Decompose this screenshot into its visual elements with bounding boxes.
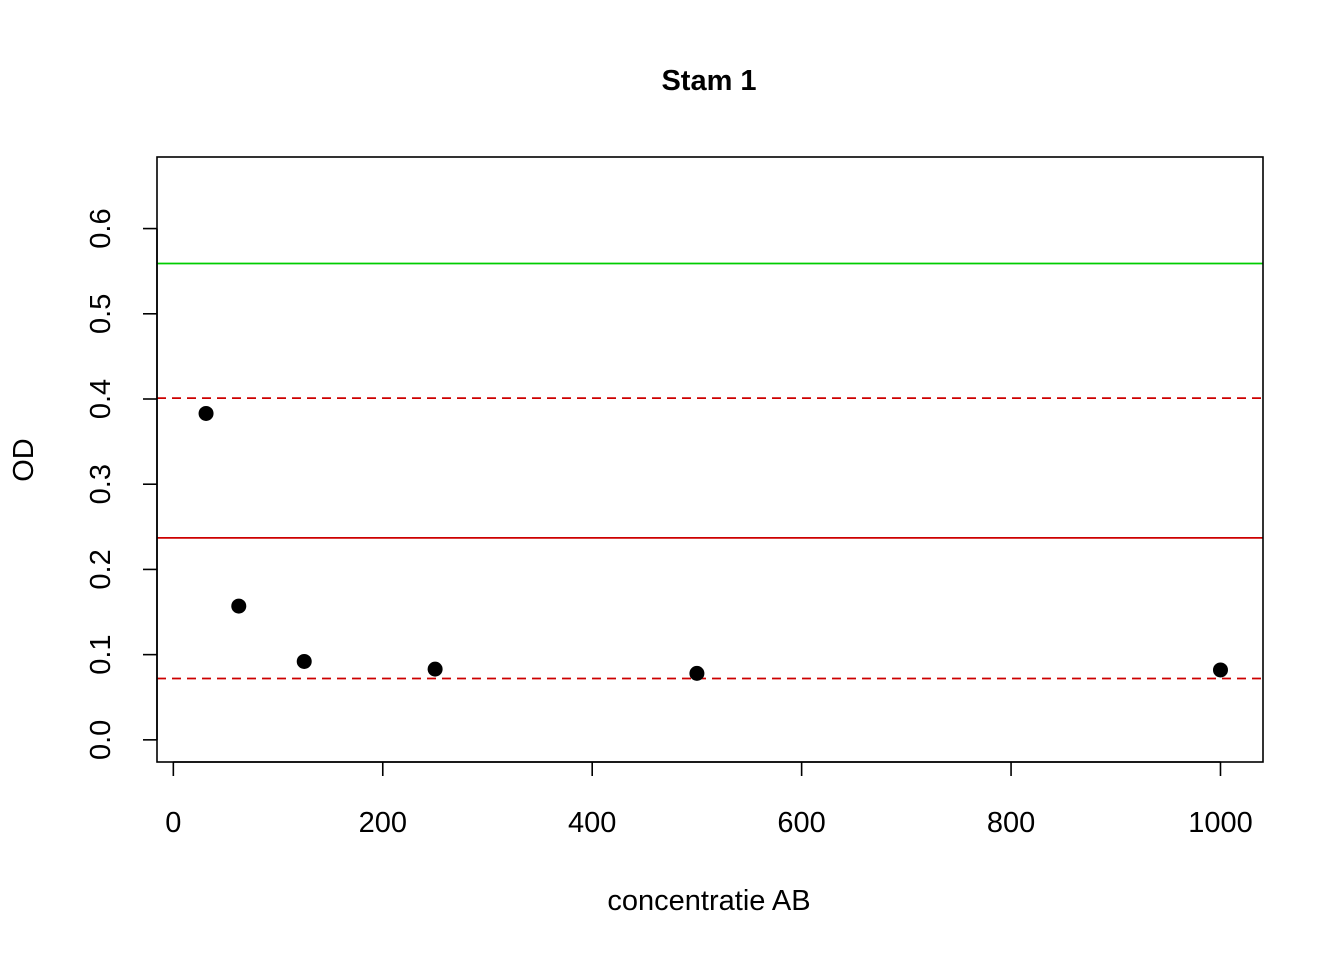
x-tick-label: 400 bbox=[568, 807, 616, 839]
data-point bbox=[427, 661, 443, 677]
data-point bbox=[296, 653, 312, 669]
data-point bbox=[231, 598, 247, 614]
y-axis-label: OD bbox=[8, 438, 40, 482]
x-tick-label: 0 bbox=[165, 807, 181, 839]
y-tick-label: 0.6 bbox=[85, 208, 117, 248]
chart-title: Stam 1 bbox=[661, 65, 756, 97]
x-tick-label: 200 bbox=[359, 807, 407, 839]
y-tick-label: 0.2 bbox=[85, 549, 117, 589]
x-tick-label: 600 bbox=[777, 807, 825, 839]
data-point bbox=[198, 405, 214, 421]
x-axis-label: concentratie AB bbox=[607, 885, 810, 917]
y-tick-label: 0.3 bbox=[85, 464, 117, 504]
x-tick-label: 800 bbox=[987, 807, 1035, 839]
data-points bbox=[198, 405, 1228, 681]
y-axis: 0.0 0.1 0.2 0.3 0.4 0.5 0.6 bbox=[85, 208, 158, 760]
y-tick-label: 0.1 bbox=[85, 634, 117, 674]
data-point bbox=[1212, 662, 1228, 678]
reference-lines bbox=[157, 262, 1263, 680]
y-tick-label: 0.0 bbox=[85, 720, 117, 760]
data-point bbox=[689, 665, 705, 681]
y-tick-label: 0.4 bbox=[85, 379, 117, 419]
y-tick-label: 0.5 bbox=[85, 294, 117, 334]
x-tick-label: 1000 bbox=[1188, 807, 1253, 839]
x-axis: 0 200 400 600 800 1000 bbox=[165, 761, 1253, 839]
plot-frame bbox=[156, 156, 1264, 763]
